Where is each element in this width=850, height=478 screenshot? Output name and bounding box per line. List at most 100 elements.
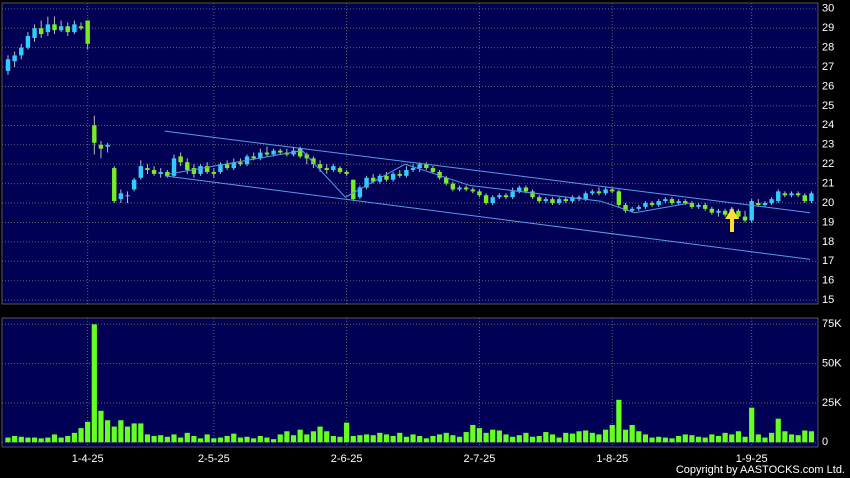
volume-bar	[662, 437, 668, 443]
volume-bar	[596, 434, 602, 443]
volume-bar	[31, 437, 38, 443]
volume-bar	[38, 438, 44, 443]
volume-bar	[257, 435, 263, 443]
candle-body	[430, 168, 436, 172]
volume-bar	[71, 432, 77, 443]
volume-bar	[377, 432, 383, 443]
candle-body	[72, 24, 77, 33]
volume-bar	[682, 434, 688, 443]
volume-bar	[350, 435, 356, 443]
x-tick-label: 2-5-25	[198, 453, 230, 465]
volume-bar	[642, 434, 649, 443]
volume-bar	[676, 435, 682, 443]
candle-body	[198, 166, 203, 174]
candle-body	[510, 191, 515, 198]
plot-layer: 15 16 17 18 19 20 21 22 23 24 25 26 27 28 29 30 0 25K 50K 7…	[2, 3, 842, 465]
candle-body	[377, 175, 383, 182]
volume-bar	[470, 424, 476, 443]
volume-bar	[304, 434, 310, 443]
volume-bar	[58, 437, 64, 443]
candle-body	[583, 193, 588, 200]
volume-bar	[111, 426, 117, 443]
candle-body	[118, 193, 124, 200]
volume-bar	[5, 437, 11, 443]
candle-body	[437, 171, 442, 178]
volume-bar	[802, 430, 808, 443]
candle-body	[782, 193, 788, 196]
candle-body	[364, 177, 369, 188]
volume-bar	[762, 437, 768, 443]
candle-body	[231, 162, 236, 169]
candle-body	[397, 173, 402, 176]
volume-bar	[25, 437, 31, 443]
x-tick-label: 1-9-25	[736, 453, 768, 465]
candle-body	[610, 189, 615, 192]
volume-bar	[788, 434, 795, 443]
volume-bar	[423, 438, 429, 443]
volume-bar	[476, 428, 483, 443]
volume-bar	[715, 435, 722, 443]
candle-body	[65, 26, 70, 33]
volume-bar	[516, 435, 522, 443]
volume-bar	[324, 431, 330, 443]
volume-bar	[131, 423, 137, 443]
volume-bar	[330, 435, 336, 443]
volume-panel	[1, 317, 819, 448]
candle-body	[762, 203, 768, 205]
candle-body	[483, 195, 489, 204]
volume-bar	[390, 435, 396, 443]
candle-body	[85, 20, 90, 44]
volume-bar	[51, 434, 58, 443]
volume-bar	[622, 429, 629, 443]
candle-body	[351, 179, 356, 200]
candle-body	[590, 191, 595, 194]
volume-bar	[85, 421, 91, 443]
volume-bar	[224, 435, 230, 443]
candle-body	[543, 199, 549, 202]
candle-body	[517, 187, 522, 192]
volume-bar	[178, 437, 184, 443]
volume-bar	[357, 435, 363, 443]
candle-body	[191, 168, 197, 174]
volume-bar	[277, 434, 283, 443]
candle-body	[676, 201, 681, 204]
candle-body	[410, 168, 416, 171]
copyright: Copyright by AASTOCKS.com Ltd.	[676, 464, 845, 476]
volume-bar	[629, 424, 635, 443]
candle-body	[297, 148, 303, 157]
volume-bar	[98, 410, 104, 443]
volume-bar	[808, 431, 815, 443]
candle-body	[736, 210, 741, 217]
volume-bar	[669, 438, 675, 443]
candle-body	[450, 183, 456, 190]
volume-bar	[91, 324, 97, 443]
candle-body	[716, 210, 721, 213]
candle-body	[52, 24, 57, 31]
candle-body	[749, 201, 754, 221]
y-tick-label: 21	[822, 178, 834, 190]
candle-body	[39, 28, 44, 35]
candle-body	[457, 187, 462, 190]
candle-body	[683, 201, 688, 204]
volume-bar	[729, 434, 735, 443]
candle-body	[32, 28, 37, 38]
volume-bar	[742, 436, 748, 443]
candle-body	[663, 199, 668, 202]
candle-body	[218, 164, 223, 172]
volume-bar	[204, 434, 210, 443]
volume-bar	[164, 436, 170, 443]
volume-bar	[443, 432, 449, 443]
candle-body	[776, 191, 781, 202]
volume-bar	[151, 435, 157, 443]
candle-body	[629, 208, 635, 211]
volume-bar	[769, 432, 775, 443]
candle-body	[251, 156, 256, 159]
y-tick-label: 28	[822, 42, 834, 54]
volume-bar	[496, 430, 502, 443]
volume-bar	[437, 434, 443, 443]
candle-body	[709, 208, 715, 213]
candle-body	[689, 203, 695, 207]
volume-bar	[616, 399, 622, 443]
candle-body	[669, 199, 675, 204]
